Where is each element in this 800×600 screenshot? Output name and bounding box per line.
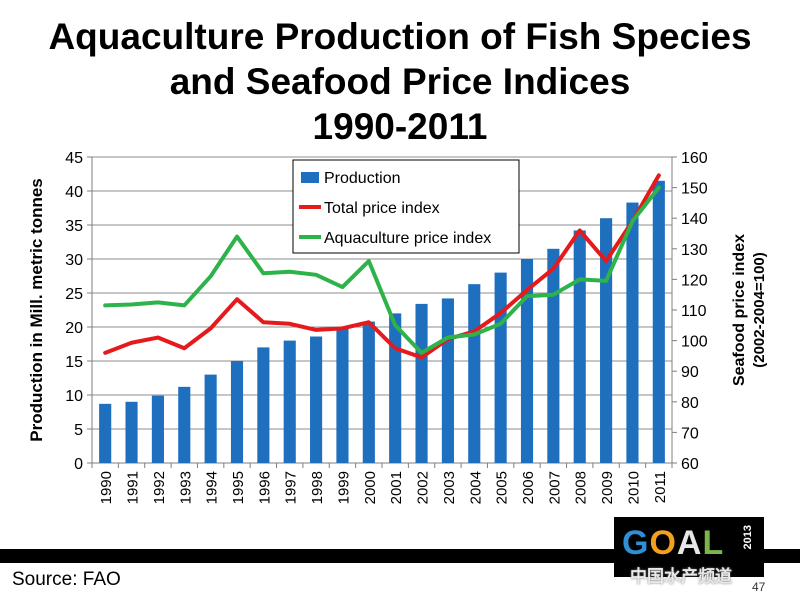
legend-label: Aquaculture price index xyxy=(324,230,491,247)
production-bar xyxy=(547,248,560,463)
y-right-tick-label: 140 xyxy=(681,211,708,228)
x-tick-label: 1996 xyxy=(256,471,273,504)
production-bar xyxy=(257,347,270,463)
combo-chart: 0 5 10 15 20 25 30 35 40 45 60 70 80 90 100 110 120 130 14… xyxy=(27,150,768,504)
production-bar xyxy=(125,401,138,463)
y-right-axis-title-line2: (2002-2004=100) xyxy=(751,252,768,368)
title-line-3: 1990-2011 xyxy=(312,106,488,147)
x-tick-label: 1993 xyxy=(177,471,194,504)
production-bar xyxy=(441,298,454,463)
y-left-tick-label: 30 xyxy=(65,252,83,269)
production-bar xyxy=(626,202,639,463)
x-tick-label: 1991 xyxy=(125,471,142,504)
aquaculture-price-index-line xyxy=(103,185,661,355)
total-price-index-line xyxy=(103,173,661,360)
logo-text: GOAL xyxy=(622,524,725,562)
production-bar xyxy=(151,395,164,463)
footer-band xyxy=(0,549,800,563)
logo-year: 2013 xyxy=(742,525,754,550)
x-tick-label: 2004 xyxy=(467,471,484,504)
production-bar xyxy=(336,328,349,463)
y-right-tick-label: 120 xyxy=(681,272,708,289)
legend-box xyxy=(292,159,520,254)
legend-label: Production xyxy=(324,170,401,187)
y-right-tick-label: 150 xyxy=(681,181,708,198)
x-tick-label: 2000 xyxy=(362,471,379,504)
legend-label: Total price index xyxy=(324,200,440,217)
production-bar xyxy=(204,374,217,463)
y-right-tick-label: 130 xyxy=(681,242,708,259)
y-left-tick-label: 5 xyxy=(74,422,83,439)
y-left-tick-label: 35 xyxy=(65,218,83,235)
x-tick-label: 2007 xyxy=(546,471,563,504)
legend-swatch-production xyxy=(301,172,319,183)
watermark-text: 中国水产频道 xyxy=(630,567,732,587)
production-bar xyxy=(310,336,323,463)
chart-title: Aquaculture Production of Fish Species a… xyxy=(0,14,800,149)
source-label: Source: FAO xyxy=(12,569,121,590)
y-right-tick-label: 70 xyxy=(681,425,699,442)
y-right-tick-label: 110 xyxy=(681,303,707,320)
title-line-1: Aquaculture Production of Fish Species xyxy=(48,16,752,57)
production-bar xyxy=(494,272,507,463)
production-bar xyxy=(362,321,375,463)
y-right-tick-label: 80 xyxy=(681,395,699,412)
y-right-tick-label: 160 xyxy=(681,150,708,167)
page-number: 47 xyxy=(752,580,766,594)
y-left-tick-label: 0 xyxy=(74,456,83,473)
x-tick-label: 2008 xyxy=(573,471,590,504)
production-bar xyxy=(389,313,402,463)
x-tick-label: 2010 xyxy=(625,471,642,504)
x-tick-label: 1998 xyxy=(309,471,326,504)
x-tick-label: 1997 xyxy=(283,471,300,504)
y-right-tick-label: 100 xyxy=(681,334,708,351)
y-left-tick-label: 45 xyxy=(65,150,83,167)
x-tick-label: 2006 xyxy=(520,471,537,504)
y-left-tick-label: 15 xyxy=(65,354,83,371)
y-left-tick-label: 20 xyxy=(65,320,83,337)
y-left-tick-label: 25 xyxy=(65,286,83,303)
x-tick-label: 1999 xyxy=(335,471,352,504)
production-bar xyxy=(230,361,244,463)
y-left-tick-label: 40 xyxy=(65,184,83,201)
production-bar xyxy=(99,403,112,463)
production-bar xyxy=(178,386,191,463)
x-tick-label: 1992 xyxy=(151,471,168,504)
x-tick-label: 1990 xyxy=(98,471,115,504)
x-tick-label: 1994 xyxy=(204,471,221,504)
production-bar xyxy=(573,230,586,463)
y-right-axis-title-line1: Seafood price index xyxy=(731,234,748,386)
title-line-2: and Seafood Price Indices xyxy=(169,61,631,102)
x-tick-label: 2009 xyxy=(599,471,616,504)
y-right-tick-label: 60 xyxy=(681,456,699,473)
production-bar xyxy=(468,284,481,463)
x-tick-label: 2005 xyxy=(494,471,511,504)
x-tick-label: 2001 xyxy=(388,471,405,504)
production-bar xyxy=(415,303,428,463)
goal-logo: GOAL 2013 xyxy=(614,517,764,577)
x-tick-label: 2002 xyxy=(415,471,432,504)
x-tick-label: 2011 xyxy=(652,471,669,503)
y-left-tick-label: 10 xyxy=(65,388,83,405)
production-bar xyxy=(283,340,296,463)
x-tick-label: 1995 xyxy=(230,471,247,504)
y-right-tick-label: 90 xyxy=(681,364,699,381)
y-left-axis-title: Production in Mill. metric tonnes xyxy=(27,178,46,442)
production-bar xyxy=(520,259,534,463)
production-bar xyxy=(652,180,665,464)
x-tick-label: 2003 xyxy=(441,471,458,504)
